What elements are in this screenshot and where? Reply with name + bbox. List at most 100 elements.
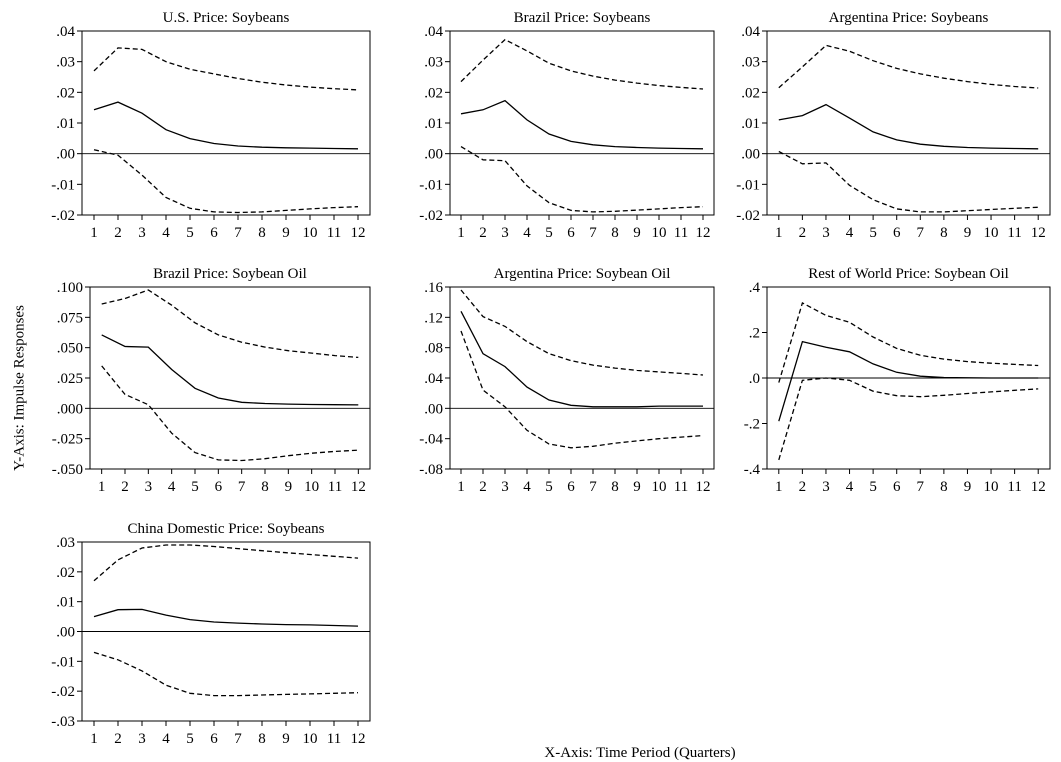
- x-tick-label: 12: [351, 225, 366, 241]
- y-tick-label: -.02: [419, 208, 443, 224]
- impulse-response-line: [460, 311, 703, 408]
- x-tick-label: 5: [186, 225, 194, 241]
- x-tick-label: 5: [869, 479, 877, 495]
- x-tick-label: 7: [234, 731, 242, 747]
- y-tick-label: .04: [741, 24, 760, 40]
- x-tick-label: 9: [633, 225, 641, 241]
- y-tick-label: .02: [56, 565, 75, 581]
- x-tick-label: 2: [121, 479, 129, 495]
- x-tick-label: 1: [457, 225, 465, 241]
- panel-2: Brazil Price: Soybeans .04 .03 .02 .01 .00 -.0…: [419, 10, 715, 241]
- x-tick-label: 8: [940, 479, 948, 495]
- lower-bound-line: [778, 377, 1039, 461]
- x-tick-label: 4: [168, 479, 176, 495]
- panel-title: Argentina Price: Soybean Oil: [494, 266, 671, 282]
- impulse-response-line: [101, 334, 359, 406]
- plot-frame: [449, 30, 715, 216]
- x-tick-label: 7: [589, 225, 597, 241]
- x-tick-label: 12: [351, 731, 366, 747]
- x-tick-label: 8: [940, 225, 948, 241]
- x-tick-label: 10: [304, 479, 319, 495]
- x-tick-label: 4: [523, 479, 531, 495]
- x-tick-label: 5: [869, 225, 877, 241]
- panel-title: Argentina Price: Soybeans: [829, 10, 989, 26]
- y-tick-label: .02: [56, 85, 75, 101]
- plot-frame: [449, 286, 715, 470]
- plot-frame: [89, 286, 371, 470]
- x-tick-label: 8: [261, 479, 269, 495]
- y-tick-label: -.4: [744, 462, 761, 478]
- panel-title: U.S. Price: Soybeans: [163, 10, 290, 26]
- panel-title: China Domestic Price: Soybeans: [127, 521, 324, 537]
- lower-bound-line: [101, 365, 359, 462]
- y-tick-label: .000: [57, 401, 83, 417]
- y-tick-label: -.01: [51, 177, 75, 193]
- x-tick-label: 5: [191, 479, 199, 495]
- x-tick-label: 6: [567, 479, 575, 495]
- y-tick-label: -.04: [419, 432, 443, 448]
- lower-bound-line: [460, 330, 704, 449]
- y-tick-label: .02: [741, 85, 760, 101]
- panel-7: China Domestic Price: Soybeans .03 .02 .01.…: [51, 521, 371, 747]
- x-tick-label: 5: [545, 479, 553, 495]
- y-tick-label: .01: [56, 595, 75, 611]
- x-tick-label: 11: [1007, 225, 1021, 241]
- x-tick-label: 3: [145, 479, 153, 495]
- y-tick-label: -.025: [52, 432, 83, 448]
- y-tick-label: -.01: [736, 177, 760, 193]
- x-tick-label: 11: [328, 479, 342, 495]
- x-tick-label: 11: [674, 479, 688, 495]
- x-tick-label: 5: [186, 731, 194, 747]
- y-tick-label: -.02: [51, 684, 75, 700]
- x-tick-label: 2: [114, 225, 122, 241]
- x-tick-label: 5: [545, 225, 553, 241]
- lower-bound-line: [93, 149, 359, 214]
- y-tick-label: -.2: [744, 417, 760, 433]
- x-tick-label: 3: [138, 225, 146, 241]
- x-tick-label: 2: [799, 225, 807, 241]
- x-tick-label: 7: [589, 479, 597, 495]
- panel-6: Rest of World Price: Soybean Oil .4 .2 .0 -.…: [744, 266, 1051, 495]
- y-tick-label: .08: [424, 341, 443, 357]
- y-tick-label: .2: [749, 326, 760, 342]
- y-tick-label: .00: [424, 147, 443, 163]
- x-tick-label: 12: [1031, 225, 1046, 241]
- y-tick-label: -.08: [419, 462, 443, 478]
- x-tick-label: 1: [90, 731, 98, 747]
- x-tick-label: 11: [1007, 479, 1021, 495]
- x-tick-label: 1: [98, 479, 106, 495]
- x-tick-label: 9: [282, 225, 290, 241]
- x-tick-label: 6: [210, 225, 218, 241]
- x-tick-label: 3: [138, 731, 146, 747]
- y-tick-label: .075: [57, 310, 83, 326]
- panel-3: Argentina Price: Soybeans .04 .03 .02 .01 .00…: [736, 10, 1051, 241]
- x-tick-label: 6: [215, 479, 223, 495]
- x-tick-label: 11: [327, 731, 341, 747]
- y-tick-label: .00: [424, 401, 443, 417]
- y-tick-label: .03: [56, 535, 75, 551]
- x-tick-label: 1: [90, 225, 98, 241]
- y-tick-label: .00: [741, 147, 760, 163]
- x-tick-label: 6: [210, 731, 218, 747]
- x-tick-label: 8: [258, 731, 266, 747]
- lower-bound-line: [93, 651, 359, 697]
- y-tick-label: .00: [56, 625, 75, 641]
- x-tick-label: 2: [114, 731, 122, 747]
- impulse-response-line: [778, 340, 1039, 422]
- impulse-response-line: [93, 101, 359, 150]
- plot-frame: [766, 30, 1051, 216]
- x-tick-label: 3: [822, 225, 830, 241]
- x-tick-label: 8: [611, 225, 619, 241]
- x-tick-label: 11: [327, 225, 341, 241]
- x-tick-label: 12: [1031, 479, 1046, 495]
- x-tick-label: 2: [799, 479, 807, 495]
- y-tick-label: -.01: [419, 177, 443, 193]
- x-tick-label: 9: [633, 479, 641, 495]
- x-axis-title: X-Axis: Time Period (Quarters): [544, 745, 736, 761]
- impulse-response-line: [460, 99, 704, 150]
- y-tick-label: -.050: [52, 462, 83, 478]
- x-tick-label: 7: [917, 225, 925, 241]
- y-tick-label: .04: [424, 371, 443, 387]
- x-tick-label: 7: [917, 479, 925, 495]
